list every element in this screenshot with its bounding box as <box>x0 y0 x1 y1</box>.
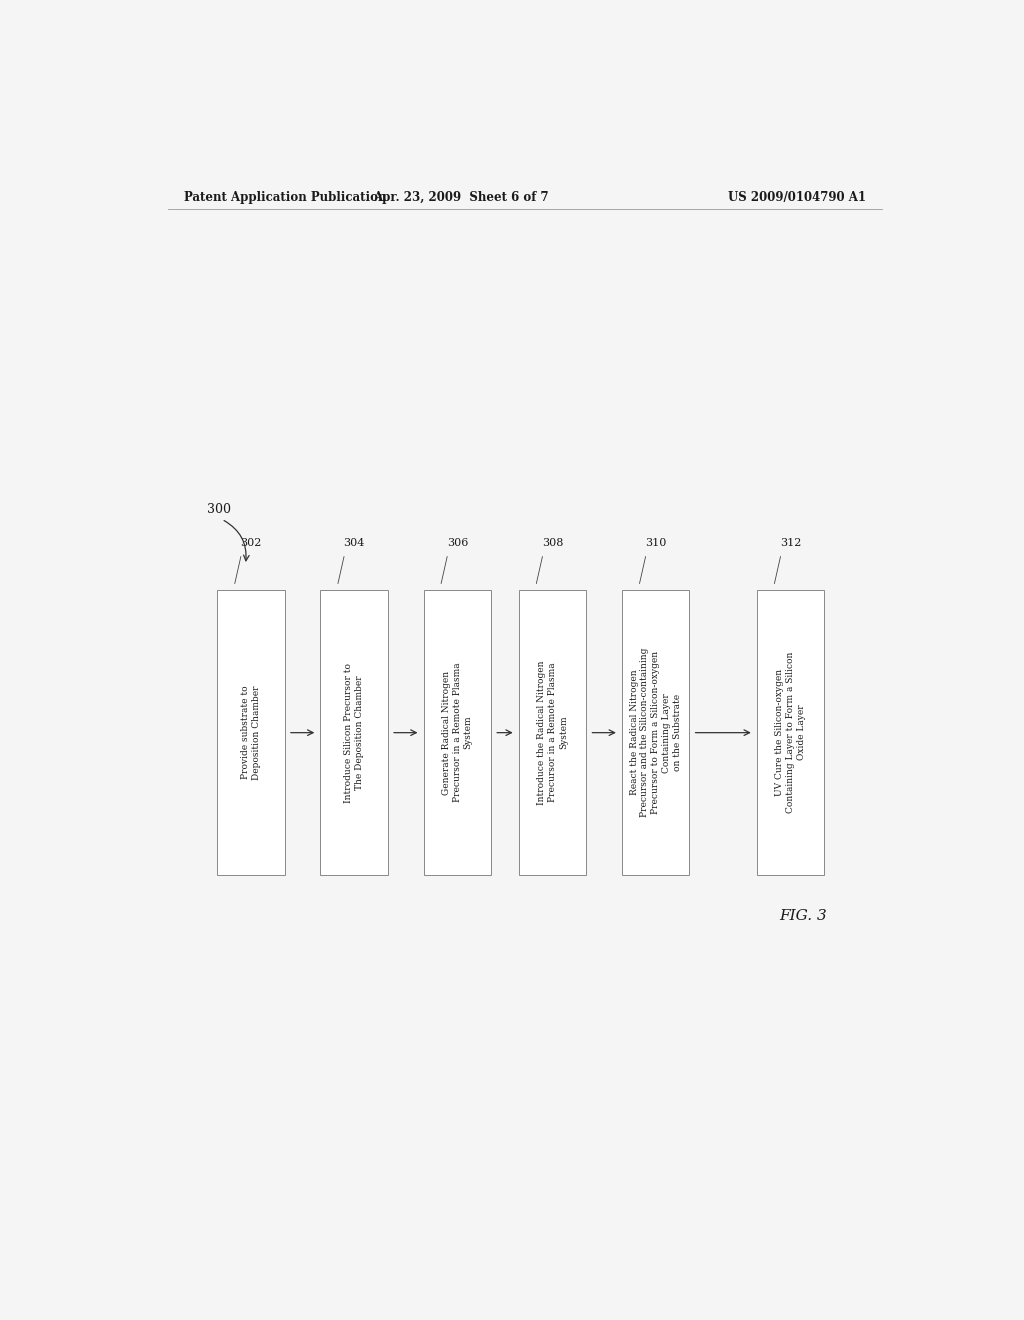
Text: 300: 300 <box>207 503 231 516</box>
Bar <box>622 590 689 875</box>
Text: 308: 308 <box>542 537 563 548</box>
Text: Introduce the Radical Nitrogen
Precursor in a Remote Plasma
System: Introduce the Radical Nitrogen Precursor… <box>538 660 568 805</box>
Text: Provide substrate to
Deposition Chamber: Provide substrate to Deposition Chamber <box>241 685 261 780</box>
Text: Introduce Silicon Precursor to
The Deposition Chamber: Introduce Silicon Precursor to The Depos… <box>344 663 365 803</box>
Text: Generate Radical Nitrogen
Precursor in a Remote Plasma
System: Generate Radical Nitrogen Precursor in a… <box>442 663 473 803</box>
Bar <box>519 590 587 875</box>
Text: UV Cure the Silicon-oxygen
Containing Layer to Form a Silicon
Oxide Layer: UV Cure the Silicon-oxygen Containing La… <box>775 652 806 813</box>
Text: Patent Application Publication: Patent Application Publication <box>183 190 386 203</box>
Text: 304: 304 <box>343 537 365 548</box>
Text: 302: 302 <box>241 537 262 548</box>
Text: 312: 312 <box>780 537 802 548</box>
Text: React the Radical Nitrogen
Precursor and the Silicon-containing
Precursor to For: React the Radical Nitrogen Precursor and… <box>630 648 682 817</box>
Text: 310: 310 <box>645 537 667 548</box>
Bar <box>757 590 824 875</box>
Bar <box>424 590 492 875</box>
Text: Apr. 23, 2009  Sheet 6 of 7: Apr. 23, 2009 Sheet 6 of 7 <box>374 190 549 203</box>
Text: US 2009/0104790 A1: US 2009/0104790 A1 <box>728 190 866 203</box>
Bar <box>217 590 285 875</box>
Bar <box>321 590 388 875</box>
Text: FIG. 3: FIG. 3 <box>778 908 826 923</box>
Text: 306: 306 <box>446 537 468 548</box>
